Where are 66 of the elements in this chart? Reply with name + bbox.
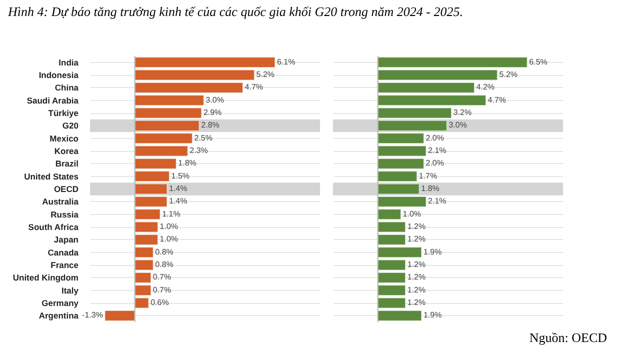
data-label: 2.0% <box>426 133 444 142</box>
y-tick-label: Japan <box>54 234 78 245</box>
y-tick-label: United States <box>24 171 79 182</box>
data-label: 3.0% <box>448 120 467 130</box>
data-label: 4.2% <box>476 82 495 92</box>
data-label: 2.0% <box>426 158 444 168</box>
data-label: 1.2% <box>407 234 426 244</box>
y-tick-label: Canada <box>48 247 79 258</box>
data-label: 3.0% <box>206 95 224 104</box>
data-label: 0.8% <box>155 260 174 269</box>
y-tick-label: Italy <box>61 285 79 296</box>
data-label: 1.4% <box>168 184 188 193</box>
y-tick-label: South Africa <box>28 222 79 232</box>
y-tick-label: Brazil <box>55 158 78 169</box>
data-label: 3.2% <box>453 108 472 117</box>
data-label: 6.5% <box>529 57 548 66</box>
data-label: 4.7% <box>244 82 264 92</box>
data-label: 1.2% <box>407 298 426 307</box>
y-tick-label: G20 <box>62 120 79 131</box>
data-label: 1.7% <box>418 171 438 180</box>
data-label: 6.1% <box>276 57 296 66</box>
data-label: 1.8% <box>178 158 196 168</box>
data-label: 5.2% <box>256 70 275 79</box>
data-label: 0.8% <box>155 247 174 256</box>
data-label: 1.4% <box>168 196 188 206</box>
y-tick-label: United Kingdom <box>12 272 79 283</box>
data-label: 2.9% <box>203 108 222 117</box>
text: Nguồn: OECD <box>529 330 607 346</box>
y-tick-label: Korea <box>54 146 79 156</box>
data-label: 2.1% <box>428 146 446 155</box>
data-label: 4.7% <box>488 95 506 104</box>
data-label: 1.9% <box>423 310 442 320</box>
data-label: 1.9% <box>423 247 442 256</box>
data-label: 2.8% <box>201 120 220 130</box>
y-tick-label: Mexico <box>50 133 78 144</box>
data-label: 0.7% <box>152 285 172 294</box>
data-label: 1.2% <box>407 272 426 282</box>
data-label: 5.2% <box>499 70 518 79</box>
chart-title: Hình 4: Dự báo tăng trưởng kinh tế của các quốc gia khối G20 trong năm 2024 - 2025. <box>8 4 463 20</box>
y-tick-label: Indonesia <box>38 70 79 80</box>
data-label: 1.0% <box>402 209 422 218</box>
data-label: 1.8% <box>421 184 440 193</box>
y-tick-label: China <box>54 82 79 93</box>
y-tick-label: Argentina <box>38 310 79 321</box>
data-label: 1.0% <box>160 234 178 244</box>
data-label: 2.3% <box>190 146 208 155</box>
y-tick-label: OECD <box>54 184 78 194</box>
data-label: 1.2% <box>407 260 426 269</box>
y-tick-label: Türkiye <box>48 108 79 118</box>
y-tick-label: Germany <box>42 298 79 308</box>
y-tick-label: France <box>50 260 79 270</box>
data-label: -1.3% <box>82 310 103 320</box>
y-tick-label: Australia <box>42 196 79 207</box>
data-label: 1.0% <box>160 222 178 231</box>
data-label: 2.1% <box>428 196 446 206</box>
y-tick-label: Saudi Arabia <box>26 95 79 106</box>
data-label: 0.6% <box>150 298 169 307</box>
bar <box>104 310 136 322</box>
data-label: 1.1% <box>162 209 180 218</box>
data-label: 1.2% <box>407 222 426 231</box>
data-label: 1.2% <box>407 285 426 294</box>
data-label: 1.5% <box>171 171 190 180</box>
y-tick-label: Russia <box>50 209 79 220</box>
data-label: 0.7% <box>152 272 172 282</box>
data-label: 2.5% <box>194 133 212 142</box>
y-tick-label: India <box>58 57 79 68</box>
